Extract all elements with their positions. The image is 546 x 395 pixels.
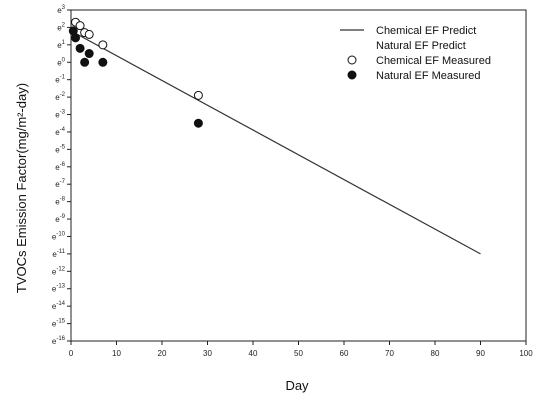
- y-tick-label: e-13: [52, 284, 66, 294]
- y-tick-label: e-2: [55, 92, 65, 102]
- x-tick-label: 60: [340, 349, 349, 358]
- natural-measured-point: [75, 43, 85, 53]
- legend-marker-swatch: [347, 70, 357, 80]
- natural-measured-point: [98, 57, 108, 67]
- x-tick-label: 30: [203, 349, 212, 358]
- y-tick-label: e2: [57, 22, 65, 32]
- chemical-measured-point: [84, 29, 94, 39]
- x-tick-label: 50: [294, 349, 303, 358]
- y-tick-label: e-1: [55, 75, 65, 85]
- y-tick-label: e0: [57, 57, 65, 67]
- y-tick-label: e-15: [52, 319, 66, 329]
- legend-entry-label: Chemical EF Predict: [376, 25, 476, 37]
- y-tick-label: e-5: [55, 144, 65, 154]
- chemical-measured-point: [75, 21, 85, 31]
- y-tick-label: e-12: [52, 266, 66, 276]
- y-tick-label: e-11: [52, 249, 65, 259]
- natural-measured-point: [71, 33, 81, 43]
- y-tick-label: e-16: [52, 336, 66, 346]
- y-tick-label: e-10: [52, 231, 66, 241]
- y-tick-label: e3: [57, 5, 65, 15]
- y-tick-label: e-3: [55, 110, 65, 120]
- natural-measured-point: [84, 49, 94, 59]
- y-tick-label: e-7: [55, 179, 65, 189]
- legend-entry-label: Chemical EF Measured: [376, 55, 491, 67]
- x-axis-label: Day: [285, 378, 309, 393]
- x-tick-label: 100: [519, 349, 533, 358]
- x-tick-label: 0: [69, 349, 74, 358]
- x-tick-label: 80: [431, 349, 440, 358]
- x-tick-label: 10: [112, 349, 121, 358]
- x-tick-label: 20: [158, 349, 167, 358]
- x-tick-label: 90: [476, 349, 485, 358]
- chemical-measured-point: [193, 90, 203, 100]
- y-tick-label: e-8: [55, 197, 65, 207]
- series-line-chemical-predict: [70, 30, 481, 255]
- y-tick-label: e-4: [55, 127, 65, 137]
- y-tick-label: e1: [57, 40, 65, 50]
- y-axis-label: TVOCs Emission Factor(mg/m²-day): [14, 83, 29, 293]
- x-tick-label: 40: [249, 349, 258, 358]
- y-tick-label: e-14: [52, 301, 66, 311]
- natural-measured-point: [80, 57, 90, 67]
- legend-entry-label: Natural EF Measured: [376, 70, 481, 82]
- y-tick-label: e-9: [55, 214, 65, 224]
- legend-marker-swatch: [347, 55, 357, 65]
- natural-measured-point: [193, 118, 203, 128]
- legend-entry-label: Natural EF Predict: [376, 40, 466, 52]
- chemical-measured-point: [98, 40, 108, 50]
- y-tick-label: e-6: [55, 162, 65, 172]
- x-tick-label: 70: [385, 349, 394, 358]
